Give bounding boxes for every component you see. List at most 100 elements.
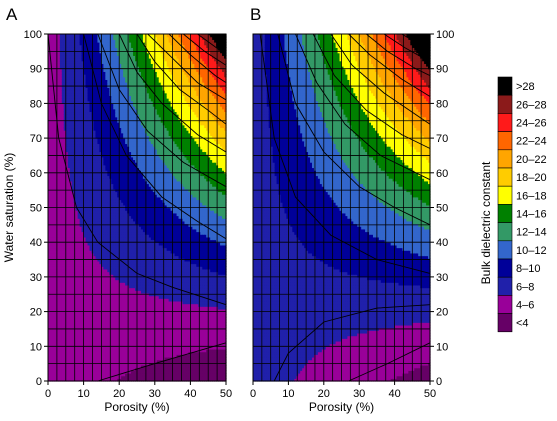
- heatmap-cell: [61, 36, 65, 40]
- heatmap-cell: [57, 167, 61, 171]
- heatmap-cell: [57, 343, 61, 347]
- heatmap-cell: [61, 338, 65, 342]
- heatmap-cell: [69, 114, 73, 118]
- heatmap-cell: [51, 244, 55, 249]
- heatmap-cell: [49, 234, 53, 238]
- heatmap-cell: [69, 263, 73, 267]
- heatmap-cell: [53, 202, 57, 206]
- heatmap-cell: [63, 300, 67, 305]
- heatmap-cell: [49, 354, 53, 358]
- heatmap-cell: [63, 82, 67, 86]
- heatmap-cell: [59, 204, 63, 209]
- heatmap-cell: [63, 308, 67, 313]
- heatmap-cell: [61, 351, 65, 355]
- heatmap-cell: [65, 148, 69, 153]
- heatmap-cell: [67, 132, 71, 137]
- heatmap-cell: [57, 87, 61, 91]
- heatmap-cell: [48, 82, 51, 86]
- heatmap-cell: [48, 260, 51, 265]
- heatmap-cell: [61, 162, 65, 166]
- heatmap-cell: [67, 92, 71, 96]
- heatmap-cell: [61, 159, 65, 163]
- heatmap-cell: [48, 338, 51, 342]
- heatmap-cell: [67, 68, 71, 72]
- heatmap-cell: [48, 359, 51, 363]
- heatmap-cell: [67, 111, 71, 115]
- heatmap-cell: [63, 175, 67, 179]
- heatmap-cell: [65, 266, 69, 270]
- heatmap-cell: [65, 90, 69, 94]
- heatmap-cell: [57, 311, 61, 315]
- heatmap-cell: [63, 351, 67, 355]
- heatmap-cell: [59, 255, 63, 259]
- heatmap-cell: [51, 98, 55, 102]
- heatmap-cell: [67, 127, 71, 131]
- heatmap-cell: [53, 196, 57, 201]
- heatmap-cell: [65, 343, 69, 347]
- heatmap-cell: [63, 122, 67, 126]
- heatmap-cell: [57, 298, 61, 302]
- heatmap-cell: [63, 71, 67, 75]
- heatmap-cell: [65, 247, 69, 251]
- heatmap-cell: [59, 263, 63, 267]
- heatmap-cell: [48, 191, 51, 195]
- heatmap-cell: [63, 170, 67, 174]
- heatmap-cell: [53, 52, 57, 56]
- heatmap-cell: [65, 239, 69, 243]
- heatmap-cell: [49, 82, 53, 86]
- heatmap-cell: [59, 151, 63, 155]
- heatmap-cell: [48, 127, 51, 131]
- heatmap-cell: [59, 306, 63, 310]
- heatmap-cell: [67, 135, 71, 139]
- heatmap-cell: [53, 266, 57, 270]
- heatmap-cell: [65, 210, 69, 214]
- heatmap-cell: [57, 47, 61, 51]
- heatmap-cell: [51, 218, 55, 222]
- heatmap-cell: [53, 191, 57, 195]
- heatmap-cell: [49, 212, 53, 217]
- heatmap-cell: [61, 127, 65, 131]
- heatmap-cell: [53, 332, 57, 337]
- heatmap-cell: [49, 343, 53, 347]
- heatmap-cell: [59, 191, 63, 195]
- heatmap-cell: [53, 218, 57, 222]
- heatmap-cell: [57, 175, 61, 179]
- heatmap-cell: [61, 287, 65, 291]
- heatmap-cell: [57, 199, 61, 203]
- heatmap-cell: [53, 226, 57, 230]
- heatmap-cell: [59, 132, 63, 137]
- heatmap-cell: [53, 124, 57, 129]
- heatmap-cell: [48, 236, 51, 241]
- heatmap-cell: [63, 111, 67, 115]
- heatmap-cell: [57, 63, 61, 67]
- heatmap-cell: [49, 68, 53, 72]
- heatmap-cell: [48, 186, 51, 190]
- heatmap-cell: [51, 175, 55, 179]
- heatmap-cell: [48, 172, 51, 177]
- heatmap-cell: [63, 58, 67, 62]
- heatmap-cell: [65, 138, 69, 142]
- heatmap-cell: [67, 340, 71, 345]
- heatmap-cell: [65, 183, 69, 187]
- heatmap-cell: [57, 338, 61, 342]
- heatmap-cell: [65, 356, 69, 361]
- heatmap-cell: [57, 191, 61, 195]
- heatmap-cell: [51, 114, 55, 118]
- heatmap-cell: [69, 196, 73, 201]
- heatmap-cell: [51, 162, 55, 166]
- heatmap-cell: [57, 268, 61, 273]
- heatmap-cell: [57, 124, 61, 129]
- heatmap-cell: [59, 234, 63, 238]
- heatmap-cell: [69, 215, 73, 219]
- heatmap-cell: [61, 300, 65, 305]
- heatmap-cell: [48, 199, 51, 203]
- heatmap-cell: [53, 159, 57, 163]
- heatmap-cell: [67, 370, 71, 374]
- heatmap-cell: [51, 170, 55, 174]
- heatmap-cell: [63, 156, 67, 161]
- heatmap-cell: [57, 244, 61, 249]
- heatmap-cell: [53, 351, 57, 355]
- heatmap-cell: [65, 311, 69, 315]
- heatmap-cell: [48, 375, 51, 379]
- heatmap-cell: [59, 199, 63, 203]
